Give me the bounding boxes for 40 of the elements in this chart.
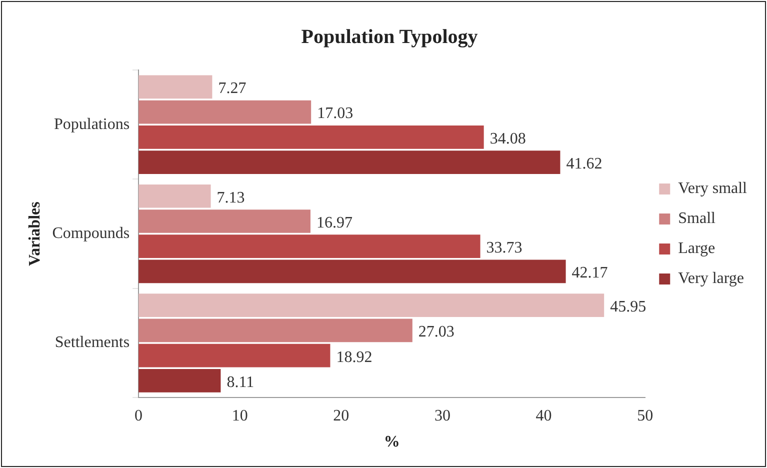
bar xyxy=(138,150,560,174)
bar xyxy=(138,260,566,284)
data-label: 7.27 xyxy=(218,80,246,98)
bar xyxy=(138,234,480,258)
data-label: 41.62 xyxy=(566,155,602,172)
data-label: 18.92 xyxy=(336,348,372,366)
data-label: 27.03 xyxy=(418,324,454,341)
legend-label: Very large xyxy=(678,270,744,288)
bar xyxy=(138,125,484,149)
x-tick-label: 10 xyxy=(232,407,248,424)
data-label: 8.11 xyxy=(226,374,254,391)
bar xyxy=(138,184,211,208)
legend-label: Very small xyxy=(678,180,748,198)
x-tick-label: 20 xyxy=(333,407,350,424)
data-label: 34.08 xyxy=(490,130,526,148)
bar xyxy=(138,344,330,368)
data-label: 33.73 xyxy=(486,240,522,257)
bar xyxy=(138,100,312,124)
y-axis-title: Variables xyxy=(26,202,44,266)
bar xyxy=(138,294,604,318)
bar xyxy=(138,210,310,233)
x-axis-title: % xyxy=(384,434,400,451)
legend-label: Large xyxy=(678,240,716,258)
y-tick-label: Settlements xyxy=(54,334,130,352)
legend-label: Small xyxy=(678,210,716,228)
x-tick-label: 50 xyxy=(637,407,654,424)
chart-title: Population Typology xyxy=(301,26,478,48)
y-tick-label: Populations xyxy=(54,116,130,133)
x-tick-label: 0 xyxy=(134,407,143,424)
bar xyxy=(138,368,221,392)
data-label: 42.17 xyxy=(572,264,608,282)
bar xyxy=(138,318,412,342)
y-tick-label: Compounds xyxy=(52,225,130,242)
data-label: 45.95 xyxy=(610,298,646,316)
data-label: 16.97 xyxy=(316,214,352,232)
data-label: 17.03 xyxy=(317,105,354,122)
x-tick-label: 40 xyxy=(536,407,552,424)
data-label: 7.13 xyxy=(216,189,245,206)
bar xyxy=(138,75,212,99)
x-tick-label: 30 xyxy=(434,407,450,424)
